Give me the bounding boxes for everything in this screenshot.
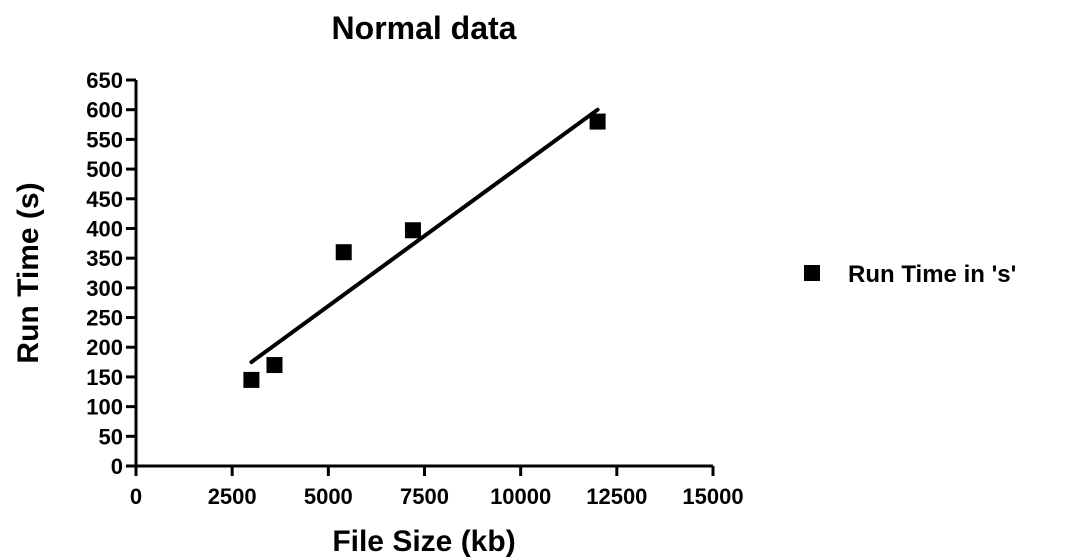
data-point [335, 244, 352, 261]
y-tick-label: 550 [86, 127, 123, 152]
legend: Run Time in 's' [804, 261, 1016, 288]
y-tick-label: 600 [86, 98, 123, 123]
plot-area: 050100150200250300350400450500550600650 … [86, 68, 743, 509]
y-tick-label: 400 [86, 216, 123, 241]
y-axis-ticks: 0 50 100 150 200 250 300 350 400 450 500 550 600 650 [86, 68, 136, 479]
legend-label: Run Time in 's' [848, 261, 1016, 288]
y-tick-label: 200 [86, 335, 123, 360]
x-tick-label: 12500 [586, 484, 647, 509]
y-tick-label: 650 [86, 68, 123, 93]
chart-title: Normal data [332, 10, 517, 46]
fit-line [249, 107, 600, 365]
data-point [589, 113, 606, 130]
x-tick-label: 7500 [400, 484, 449, 509]
data-point [243, 371, 260, 388]
y-tick-label: 100 [86, 395, 123, 420]
y-tick-label: 300 [86, 276, 123, 301]
x-tick-label: 5000 [304, 484, 353, 509]
y-tick-label: 500 [86, 157, 123, 182]
data-markers [243, 113, 606, 388]
x-tick-label: 0 [130, 484, 142, 509]
legend-marker [804, 265, 820, 281]
x-axis-ticks: 0 2500 5000 7500 10000 12500 15000 [130, 466, 744, 509]
y-tick-label: 0 [111, 454, 123, 479]
y-tick-label: 250 [86, 306, 123, 331]
data-point [266, 357, 283, 374]
y-axis-title: Run Time (s) [12, 182, 45, 363]
x-axis-title: File Size (kb) [332, 525, 515, 558]
x-tick-label: 10000 [490, 484, 551, 509]
regression-line [249, 107, 600, 365]
y-tick-label: 450 [86, 187, 123, 212]
y-tick-label: 150 [86, 365, 123, 390]
y-tick-label: 350 [86, 246, 123, 271]
y-tick-label: 50 [99, 424, 123, 449]
data-point [404, 222, 421, 239]
x-tick-label: 15000 [682, 484, 743, 509]
x-tick-label: 2500 [208, 484, 257, 509]
